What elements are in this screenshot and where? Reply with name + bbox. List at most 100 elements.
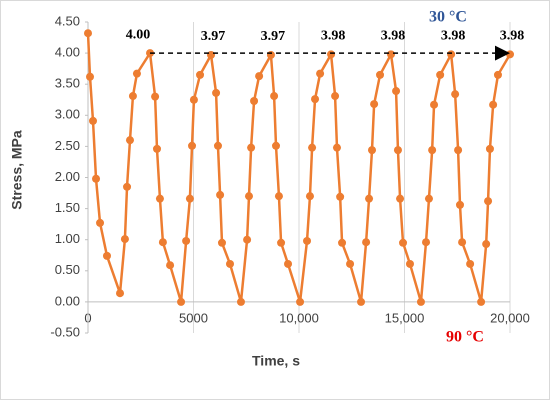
data-point (327, 50, 336, 59)
y-tick-label: 2.00 (55, 169, 80, 184)
data-label: 3.98 (441, 29, 466, 44)
data-point (89, 116, 98, 125)
data-point (189, 95, 198, 104)
data-point (362, 238, 371, 247)
x-tick-label: 15,000 (385, 310, 425, 325)
data-point (454, 146, 463, 155)
data-point (399, 238, 408, 247)
data-point (177, 297, 186, 306)
data-point (493, 70, 502, 79)
data-point (489, 100, 498, 109)
data-point (393, 146, 402, 155)
data-point (436, 70, 445, 79)
data-point (428, 146, 437, 155)
data-point (482, 240, 491, 249)
y-axis-label: Stress, MPa (9, 130, 25, 210)
data-point (266, 50, 275, 59)
data-point (365, 194, 374, 203)
data-point (336, 192, 345, 201)
annotation: 90 °C (446, 329, 484, 346)
data-point (424, 194, 433, 203)
data-point (455, 200, 464, 209)
data-point (346, 259, 355, 268)
data-point (255, 72, 264, 81)
data-point (155, 194, 164, 203)
data-point (185, 194, 194, 203)
data-point (447, 50, 456, 59)
data-point (451, 90, 460, 99)
data-point (125, 136, 134, 145)
data-point (368, 146, 377, 155)
y-tick-label: 1.50 (55, 200, 80, 215)
data-point (226, 259, 235, 268)
y-tick-label: -0.50 (50, 324, 80, 339)
data-point (244, 192, 253, 201)
data-point (331, 92, 340, 101)
data-point (303, 236, 312, 245)
y-tick-label: 4.50 (55, 13, 80, 28)
data-point (151, 92, 160, 101)
y-tick-label: 0.50 (55, 262, 80, 277)
data-point (250, 96, 259, 105)
data-point (120, 235, 129, 244)
data-point (128, 92, 137, 101)
data-point (188, 141, 197, 150)
data-point (416, 297, 425, 306)
data-point (477, 297, 486, 306)
data-point (182, 236, 191, 245)
y-tick-label: 4.00 (55, 45, 80, 60)
data-point (158, 238, 167, 247)
data-point (484, 197, 493, 206)
data-point (386, 50, 395, 59)
data-point (405, 259, 414, 268)
y-tick-label: 0.00 (55, 293, 80, 308)
data-label: 3.98 (321, 29, 346, 44)
data-point (123, 182, 132, 191)
data-point (316, 69, 325, 78)
x-tick-label: 5000 (179, 310, 208, 325)
x-tick-label: 10,000 (279, 310, 319, 325)
data-point (272, 141, 281, 150)
data-label: 3.98 (500, 29, 525, 44)
data-point (96, 218, 105, 227)
data-label: 3.98 (381, 29, 406, 44)
data-point (466, 259, 475, 268)
y-tick-label: 3.00 (55, 107, 80, 122)
data-point (247, 143, 256, 152)
y-tick-label: 2.50 (55, 138, 80, 153)
data-point (311, 95, 320, 104)
data-point (166, 261, 175, 270)
data-point (370, 100, 379, 109)
data-point (332, 143, 341, 152)
data-point (376, 70, 385, 79)
data-point (207, 50, 216, 59)
data-point (236, 297, 245, 306)
annotation: 30 °C (429, 9, 467, 26)
data-point (274, 192, 283, 201)
y-tick-label: 3.50 (55, 76, 80, 91)
data-point (270, 92, 279, 101)
data-point (217, 238, 226, 247)
data-label: 3.97 (201, 29, 226, 44)
x-tick-label: 20,000 (490, 310, 530, 325)
data-point (305, 192, 314, 201)
data-point (213, 141, 222, 150)
data-point (152, 144, 161, 153)
data-point (506, 50, 514, 59)
data-point (86, 72, 95, 81)
data-point (392, 87, 401, 96)
data-label: 4.00 (126, 27, 151, 42)
data-point (338, 238, 347, 247)
data-point (102, 251, 111, 260)
data-point (308, 143, 317, 152)
data-point (243, 235, 252, 244)
data-point (284, 259, 293, 268)
data-point (296, 297, 305, 306)
x-axis-label: Time, s (252, 353, 300, 369)
data-point (396, 194, 405, 203)
data-point (277, 238, 286, 247)
y-tick-label: 1.00 (55, 231, 80, 246)
data-point (422, 238, 431, 247)
